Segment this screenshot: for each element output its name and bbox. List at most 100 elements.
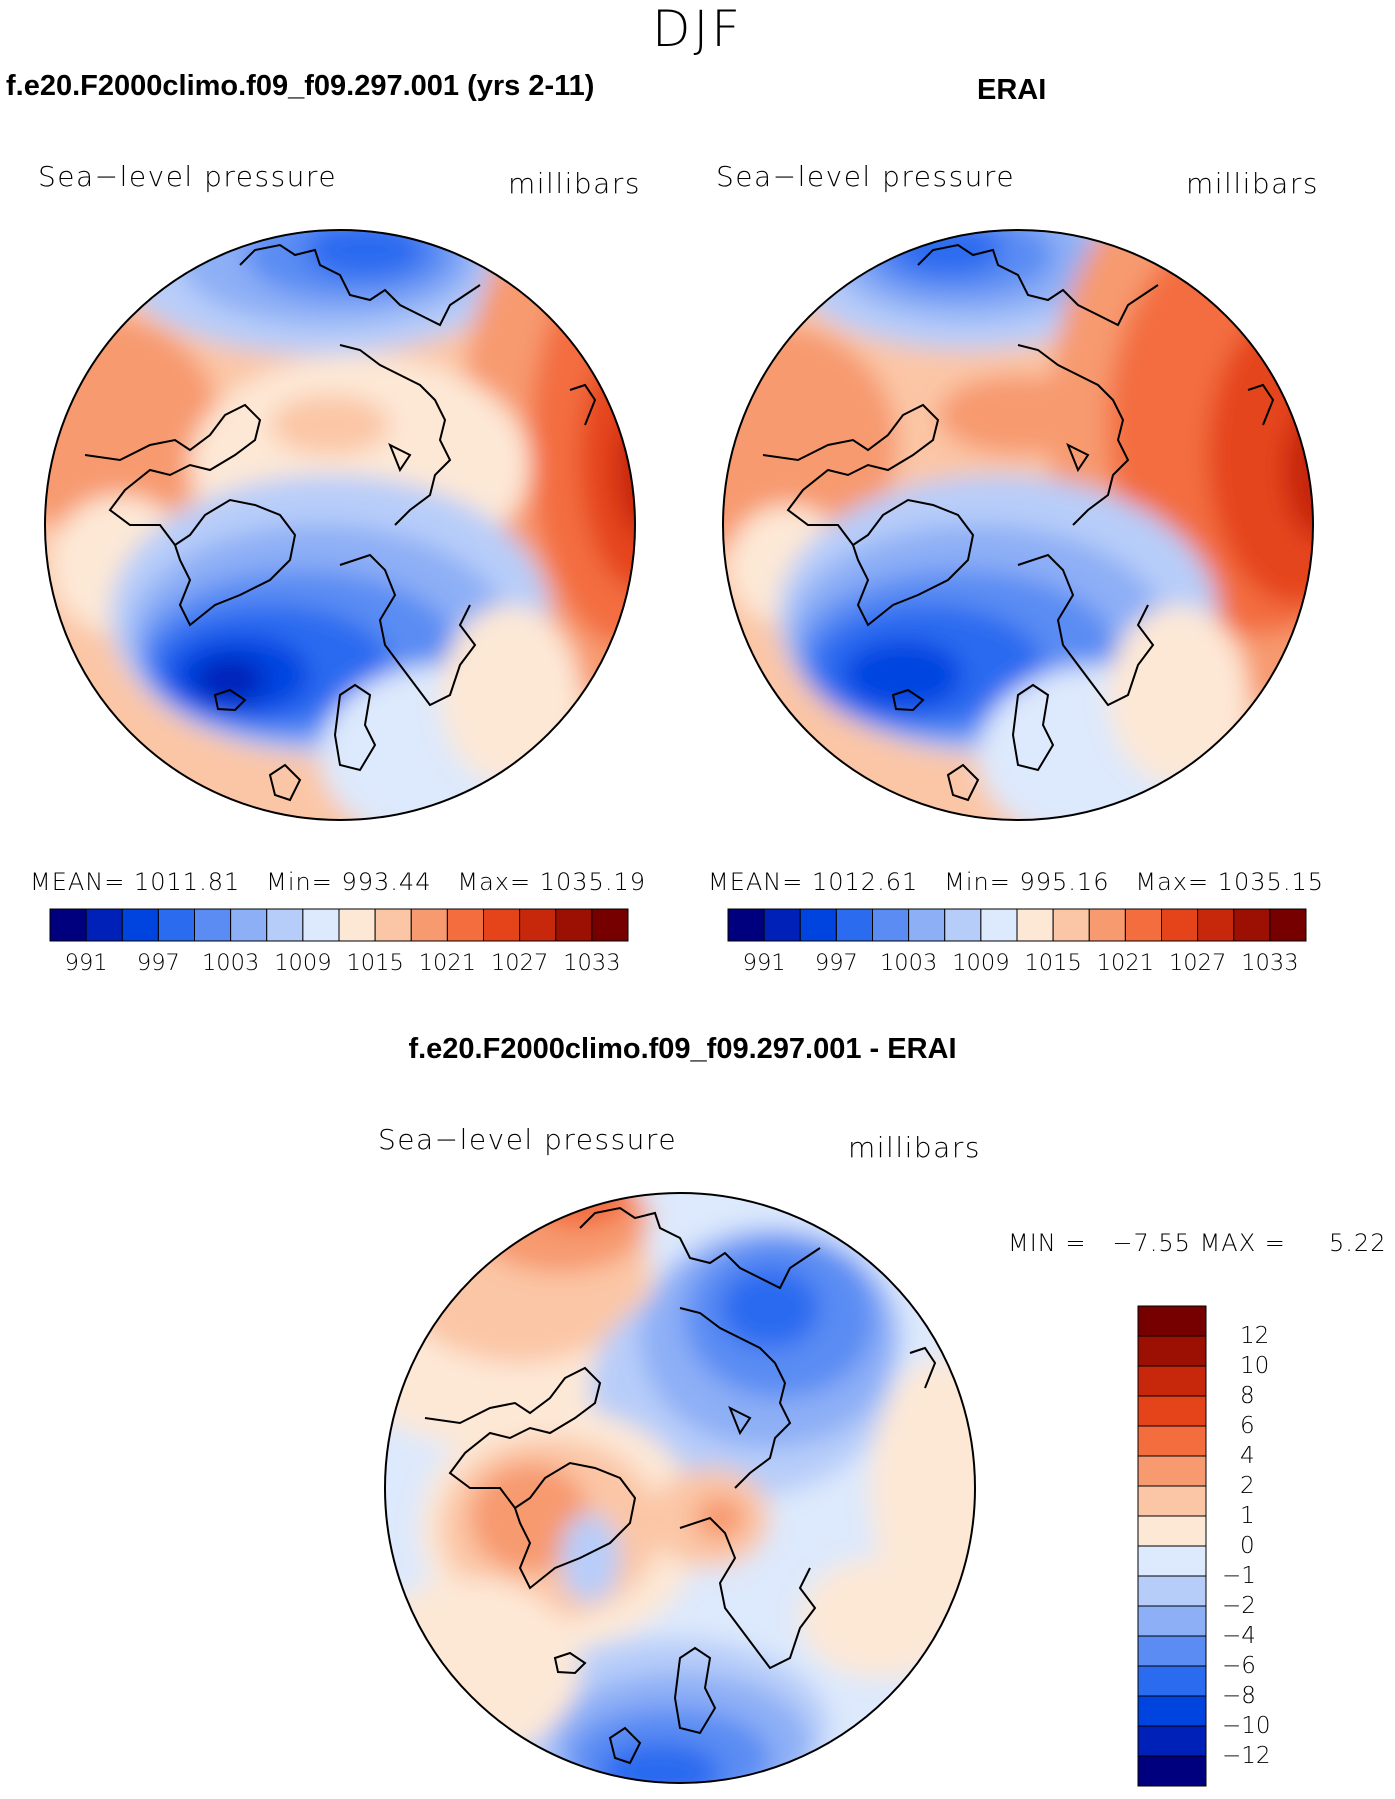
- colorbar-tick-label: 1033: [563, 950, 621, 976]
- colorbar-swatch: [483, 908, 521, 942]
- colorbar-swatch: [555, 908, 593, 942]
- panel1-mean-value: 1011.81: [134, 868, 241, 896]
- colorbar-tick-label: 2: [1240, 1473, 1255, 1499]
- colorbar-swatch: [1137, 1755, 1207, 1787]
- colorbar-swatch: [944, 908, 982, 942]
- colorbar-tick-label: 12: [1240, 1323, 1270, 1349]
- colorbar-tick-label: 991: [742, 950, 786, 976]
- panel1-stats: MEAN= 1011.81 Min= 993.44 Max= 1035.19: [30, 868, 646, 896]
- colorbar-swatch: [1137, 1425, 1207, 1457]
- colorbar-tick-label: 10: [1240, 1353, 1270, 1379]
- panel1-variable: Sea−level pressure: [38, 160, 338, 193]
- panel2-mean-label: MEAN=: [708, 868, 804, 896]
- colorbar-swatch: [1269, 908, 1307, 942]
- panel2-colorbar-labels: 991 997 1003 1009 1015 1021 1027 1033: [728, 950, 1306, 980]
- colorbar-tick-label: 1027: [1168, 950, 1227, 976]
- colorbar-tick-label: 1015: [1024, 950, 1082, 976]
- panel1-map: [44, 229, 636, 821]
- panel2-min-value: 995.16: [1019, 868, 1110, 896]
- colorbar-swatch: [1137, 1335, 1207, 1367]
- diff-max-value: 5.22: [1329, 1229, 1387, 1257]
- colorbar-swatch: [908, 908, 946, 942]
- diff-min-value: −7.55: [1112, 1229, 1191, 1257]
- colorbar-swatch: [1016, 908, 1054, 942]
- colorbar-tick-label: −12: [1222, 1743, 1271, 1769]
- panel1-title: f.e20.F2000climo.f09_f09.297.001 (yrs 2-…: [6, 70, 595, 102]
- colorbar-tick-label: 1027: [490, 950, 549, 976]
- panel1-colorbar: [49, 908, 629, 942]
- colorbar-tick-label: 1015: [346, 950, 404, 976]
- colorbar-swatch: [763, 908, 801, 942]
- colorbar-swatch: [121, 908, 159, 942]
- colorbar-swatch: [1233, 908, 1271, 942]
- colorbar-swatch: [1137, 1395, 1207, 1427]
- panel2-units: millibars: [1186, 167, 1319, 200]
- colorbar-swatch: [1137, 1605, 1207, 1637]
- panel1-colorbar-labels: 991 997 1003 1009 1015 1021 1027 1033: [50, 950, 628, 980]
- colorbar-swatch: [1137, 1305, 1207, 1337]
- colorbar-tick-label: 991: [64, 950, 108, 976]
- panel1-units: millibars: [508, 167, 641, 200]
- panel2-min-label: Min=: [944, 868, 1011, 896]
- colorbar-tick-label: 1033: [1241, 950, 1299, 976]
- panel1-max-label: Max=: [457, 868, 532, 896]
- colorbar-swatch: [519, 908, 557, 942]
- colorbar-swatch: [1137, 1365, 1207, 1397]
- colorbar-tick-label: 1003: [201, 950, 260, 976]
- colorbar-tick-label: 8: [1240, 1383, 1255, 1409]
- colorbar-tick-label: 1009: [952, 950, 1010, 976]
- panel2-title: ERAI: [977, 74, 1047, 106]
- diff-units: millibars: [848, 1131, 981, 1164]
- colorbar-swatch: [374, 908, 412, 942]
- colorbar-tick-label: −8: [1222, 1683, 1256, 1709]
- colorbar-swatch: [230, 908, 268, 942]
- colorbar-tick-label: 1021: [1096, 950, 1155, 976]
- diff-colorbar: [1137, 1305, 1207, 1787]
- panel1-max-value: 1035.19: [539, 868, 646, 896]
- colorbar-swatch: [1137, 1485, 1207, 1517]
- panel2-stats: MEAN= 1012.61 Min= 995.16 Max= 1035.15: [708, 868, 1324, 896]
- colorbar-swatch: [1088, 908, 1126, 942]
- colorbar-swatch: [591, 908, 629, 942]
- colorbar-swatch: [1137, 1515, 1207, 1547]
- colorbar-tick-label: −10: [1222, 1713, 1271, 1739]
- colorbar-swatch: [410, 908, 448, 942]
- diff-stats: MIN = −7.55 MAX = 5.22: [1008, 1229, 1386, 1257]
- diff-max-label: MAX =: [1199, 1229, 1286, 1257]
- colorbar-swatch: [194, 908, 232, 942]
- diff-min-label: MIN =: [1008, 1229, 1087, 1257]
- colorbar-swatch: [446, 908, 484, 942]
- colorbar-tick-label: 997: [136, 950, 180, 976]
- diff-colorbar-labels: 12 10 8 6 4 2 1 0 −1 −2 −4 −6 −8 −10 −12: [1222, 1306, 1312, 1786]
- panel2-colorbar: [727, 908, 1307, 942]
- colorbar-swatch: [1137, 1545, 1207, 1577]
- panel2-max-value: 1035.15: [1217, 868, 1324, 896]
- colorbar-tick-label: 1: [1240, 1503, 1255, 1529]
- colorbar-tick-label: −4: [1222, 1623, 1256, 1649]
- colorbar-tick-label: 1009: [274, 950, 332, 976]
- panel2-map: [722, 229, 1314, 821]
- colorbar-swatch: [980, 908, 1018, 942]
- panel2-max-label: Max=: [1135, 868, 1210, 896]
- colorbar-swatch: [1137, 1575, 1207, 1607]
- colorbar-swatch: [727, 908, 765, 942]
- colorbar-swatch: [799, 908, 837, 942]
- panel1-min-label: Min=: [266, 868, 333, 896]
- colorbar-swatch: [1137, 1635, 1207, 1667]
- colorbar-tick-label: 4: [1240, 1443, 1255, 1469]
- colorbar-swatch: [49, 908, 87, 942]
- colorbar-swatch: [338, 908, 376, 942]
- colorbar-swatch: [1137, 1665, 1207, 1697]
- colorbar-tick-label: 0: [1240, 1533, 1255, 1559]
- colorbar-tick-label: 997: [814, 950, 858, 976]
- diff-title: f.e20.F2000climo.f09_f09.297.001 - ERAI: [408, 1033, 957, 1065]
- colorbar-tick-label: −1: [1222, 1563, 1256, 1589]
- colorbar-swatch: [85, 908, 123, 942]
- colorbar-swatch: [1197, 908, 1235, 942]
- colorbar-swatch: [157, 908, 195, 942]
- colorbar-swatch: [835, 908, 873, 942]
- colorbar-tick-label: 1003: [879, 950, 938, 976]
- panel1-mean-label: MEAN=: [30, 868, 126, 896]
- diff-map: [384, 1192, 976, 1784]
- panel2-variable: Sea−level pressure: [716, 160, 1016, 193]
